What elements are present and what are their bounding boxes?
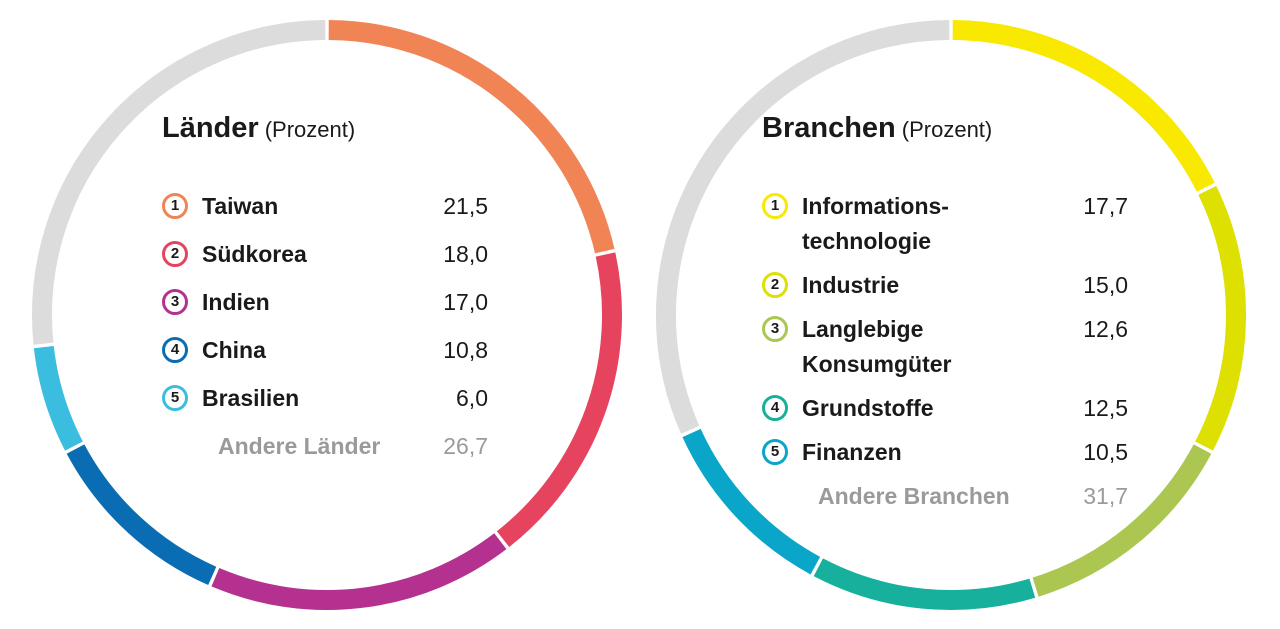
legend-row: Andere Länder 26,7 — [162, 429, 488, 464]
ring-segment — [682, 428, 821, 575]
legend-name: China — [202, 337, 266, 363]
legend-name: Grundstoffe — [802, 395, 934, 421]
legend-name: Andere Branchen — [818, 483, 1010, 509]
value-label: 10,8 — [443, 337, 488, 363]
value-label: 18,0 — [443, 241, 488, 267]
legend-marker: 2 — [162, 241, 188, 267]
ring-segment — [328, 20, 615, 254]
legend: Länder (Prozent) 1 Taiwan 21,5 2 Südkorea 18,0 3… — [162, 112, 488, 477]
legend-row: 4 Grundstoffe 12,5 — [762, 391, 1128, 426]
legend-marker: 4 — [762, 395, 788, 421]
legend-row: 1 Informations- technologie 17,7 — [762, 189, 1128, 259]
subtitle: (Prozent) — [264, 117, 356, 142]
legend-row: 3 Langlebige Konsumgüter 12,6 — [762, 312, 1128, 382]
title-text: Länder — [162, 112, 259, 144]
ring-segment — [211, 533, 507, 610]
legend-marker: 2 — [762, 272, 788, 298]
legend-name: Taiwan — [202, 193, 279, 219]
ring-segment — [66, 444, 217, 586]
subtitle: (Prozent) — [901, 117, 993, 142]
value-label: 12,6 — [1083, 316, 1128, 342]
legend-name: Brasilien — [202, 385, 300, 411]
legend: Branchen (Prozent) 1 Informations- technolo… — [762, 112, 1128, 523]
legend-marker: 1 — [762, 193, 788, 219]
ring-segment — [952, 20, 1215, 192]
legend-row: Andere Branchen 31,7 — [762, 479, 1128, 514]
legend-marker: 3 — [762, 316, 788, 342]
legend-row: 5 Brasilien 6,0 — [162, 381, 488, 416]
value-label: 6,0 — [456, 385, 488, 411]
ring-segment — [1032, 444, 1212, 597]
legend-name: Südkorea — [202, 241, 307, 267]
value-label: 15,0 — [1083, 272, 1128, 298]
legend-row: 3 Indien 17,0 — [162, 285, 488, 320]
legend-row: 2 Südkorea 18,0 — [162, 237, 488, 272]
value-label: 12,5 — [1083, 395, 1128, 421]
legend-name: Informations- technologie — [802, 193, 949, 254]
legend-marker: 5 — [762, 439, 788, 465]
legend-marker: 1 — [162, 193, 188, 219]
value-label: 17,0 — [443, 289, 488, 315]
ring-segment — [496, 252, 622, 548]
legend-row: 2 Industrie 15,0 — [762, 268, 1128, 303]
chart-title: Länder (Prozent) — [162, 112, 488, 145]
ring-segment — [32, 20, 326, 345]
legend-marker: 4 — [162, 337, 188, 363]
legend-name: Indien — [202, 289, 270, 315]
value-label: 21,5 — [443, 193, 488, 219]
legend-row: 1 Taiwan 21,5 — [162, 189, 488, 224]
ring-segment — [813, 558, 1036, 610]
legend-name: Andere Länder — [218, 433, 381, 459]
legend-name: Finanzen — [802, 439, 902, 465]
legend-marker: 5 — [162, 385, 188, 411]
ring-segment — [656, 20, 950, 434]
legend-marker: 3 — [162, 289, 188, 315]
value-label: 10,5 — [1083, 439, 1128, 465]
chart-title: Branchen (Prozent) — [762, 112, 1128, 145]
legend-row: 5 Finanzen 10,5 — [762, 435, 1128, 470]
legend-name: Industrie — [802, 272, 900, 298]
title-text: Branchen — [762, 112, 896, 144]
legend-name: Langlebige Konsumgüter — [802, 316, 952, 377]
ring-segment — [1195, 185, 1246, 451]
value-label: 17,7 — [1083, 193, 1128, 219]
value-label: 31,7 — [1083, 483, 1128, 509]
value-label: 26,7 — [443, 433, 488, 459]
ring-segment — [33, 345, 83, 451]
legend-row: 4 China 10,8 — [162, 333, 488, 368]
